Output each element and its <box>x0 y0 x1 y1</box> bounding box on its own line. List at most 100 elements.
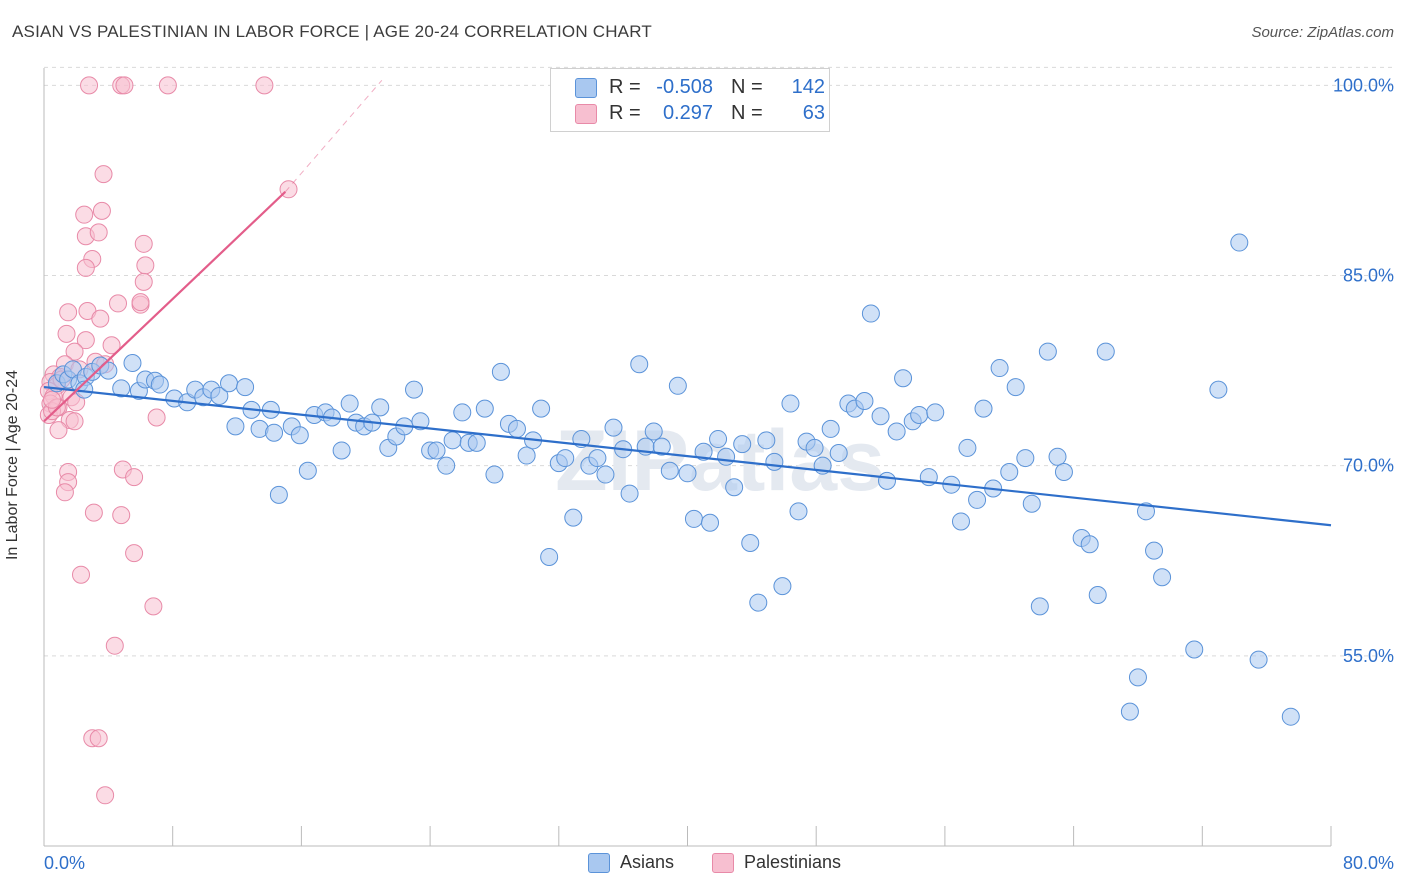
asian-point <box>269 485 288 504</box>
palestinian-point <box>49 421 68 440</box>
palestinian-point <box>96 786 115 805</box>
palestinian-point <box>125 544 144 563</box>
asian-point <box>437 456 456 475</box>
asian-point <box>298 461 317 480</box>
asian-point <box>668 376 687 395</box>
source-credit: Source: ZipAtlas.com <box>1251 24 1394 41</box>
asian-point <box>781 394 800 413</box>
asian-point <box>123 353 142 372</box>
palestinian-point <box>65 412 84 431</box>
palestinian-point <box>109 294 128 313</box>
asian-point <box>467 433 486 452</box>
asian-point <box>1038 342 1057 361</box>
asian-point <box>332 441 351 460</box>
palestinian-points <box>39 76 298 805</box>
asian-point <box>821 419 840 438</box>
asian-point <box>604 418 623 437</box>
asian-point <box>371 398 390 417</box>
asian-point <box>405 380 424 399</box>
asian-point <box>1153 568 1172 587</box>
asian-point <box>1230 233 1249 252</box>
asian-point <box>150 375 169 394</box>
asian-point <box>910 405 929 424</box>
asian-point <box>1120 702 1139 721</box>
asian-point <box>1048 447 1067 466</box>
asian-swatch <box>575 78 597 98</box>
r-value: 0.297 <box>662 102 713 124</box>
asian-point <box>958 438 977 457</box>
asian-point <box>1000 463 1019 482</box>
palestinian-point <box>55 483 74 502</box>
asian-trend-line <box>43 385 1332 527</box>
asian-point <box>709 430 728 449</box>
asian-point <box>265 423 284 442</box>
palestinian-point <box>72 565 91 584</box>
palestinian-point <box>147 408 166 427</box>
legend-label: Palestinians <box>744 852 842 872</box>
palestinian-point <box>102 336 121 355</box>
y-tick-label: 70.0% <box>1343 456 1394 476</box>
palestinian-point <box>136 256 155 275</box>
y-tick-label: 100.0% <box>1333 75 1394 95</box>
palestinian-point <box>144 597 163 616</box>
x-tick-label: 0.0% <box>44 853 85 873</box>
asian-swatch <box>588 853 610 873</box>
asian-point <box>1088 585 1107 604</box>
asian-point <box>644 422 663 441</box>
asian-point <box>951 512 970 531</box>
asian-point <box>829 444 848 462</box>
palestinian-point <box>255 76 274 95</box>
asian-point <box>717 447 736 466</box>
asian-point <box>517 446 536 465</box>
asian-point <box>652 437 671 456</box>
palestinian-point <box>67 393 86 412</box>
palestinian-swatch <box>712 853 734 873</box>
asian-point <box>725 478 744 497</box>
r-value: -0.508 <box>656 76 713 98</box>
palestinian-trend-line <box>43 191 287 423</box>
palestinian-point <box>134 272 153 291</box>
y-tick-label: 85.0% <box>1343 266 1394 286</box>
palestinian-point <box>115 76 134 95</box>
asian-point <box>694 442 713 461</box>
palestinian-point <box>65 342 84 361</box>
asian-point <box>226 417 245 436</box>
asian-point <box>1096 342 1115 361</box>
asian-point <box>1145 541 1164 560</box>
asian-point <box>805 438 824 457</box>
palestinian-point <box>89 729 108 748</box>
asian-point <box>340 394 359 413</box>
asian-point <box>871 407 890 426</box>
asian-point <box>1128 668 1147 687</box>
asian-point <box>1054 463 1073 482</box>
asian-point <box>765 452 784 471</box>
asian-point <box>741 534 760 553</box>
asian-point <box>757 431 776 450</box>
asian-point <box>789 502 808 521</box>
palestinian-point <box>76 258 95 277</box>
asian-point <box>1016 449 1035 468</box>
asian-point <box>220 374 239 393</box>
asian-point <box>236 378 255 397</box>
palestinian-point <box>59 303 78 322</box>
chart-title: ASIAN VS PALESTINIAN IN LABOR FORCE | AG… <box>12 22 652 41</box>
tick-labels: 55.0% 70.0% 85.0% 100.0% 0.0% 80.0% <box>44 75 1394 873</box>
r-label: R = <box>609 102 641 124</box>
palestinian-trend-extension <box>284 79 383 193</box>
asian-point <box>630 355 649 374</box>
asian-points <box>47 233 1300 726</box>
asian-point <box>894 369 913 388</box>
n-value: 142 <box>791 76 825 98</box>
n-label: N = <box>731 76 763 98</box>
asian-point <box>1136 502 1155 521</box>
asian-point <box>1022 494 1041 513</box>
trend-lines <box>43 79 1332 527</box>
palestinian-point <box>75 205 94 224</box>
palestinian-point <box>125 468 144 487</box>
asian-point <box>443 431 462 450</box>
asian-point <box>926 403 945 422</box>
asian-point <box>290 426 309 445</box>
asian-point <box>1281 707 1300 726</box>
palestinian-point <box>131 293 150 312</box>
